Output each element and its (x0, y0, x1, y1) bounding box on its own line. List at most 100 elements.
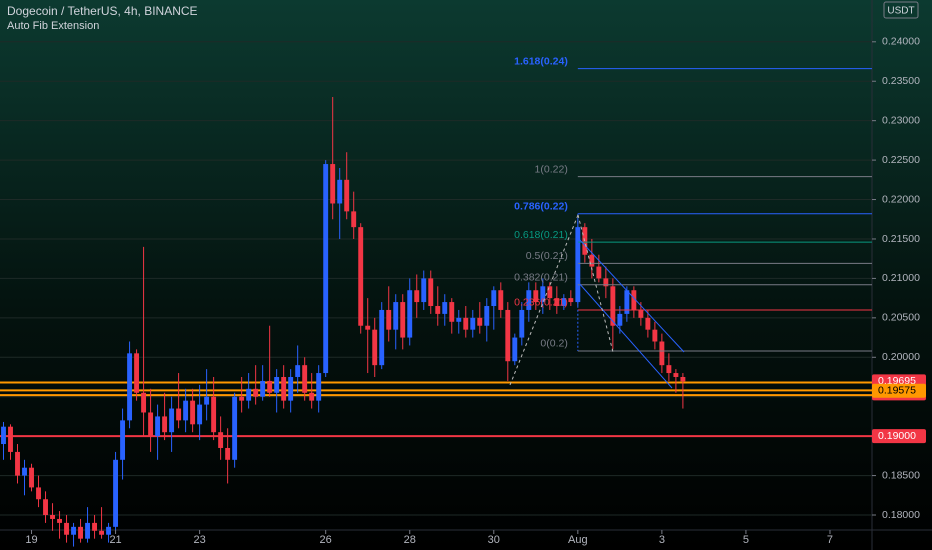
candle-body (344, 179, 350, 212)
x-tick-label: 3 (659, 534, 665, 546)
fib-label: 0.5(0.21) (526, 250, 568, 262)
candle-body (197, 404, 203, 425)
fib-trend-line (509, 214, 579, 386)
candle-body (295, 365, 301, 377)
currency-label: USDT (887, 6, 914, 17)
channel-line (577, 237, 685, 353)
candle-body (134, 353, 140, 393)
candle-body (575, 227, 581, 303)
x-tick-label: 23 (193, 534, 205, 546)
candle-body (505, 309, 511, 362)
y-tick-label: 0.20500 (882, 312, 920, 324)
candle-body (393, 302, 399, 330)
candle-body (267, 380, 273, 393)
candle-body (631, 290, 637, 310)
candle-body (428, 278, 434, 307)
candle-body (106, 526, 112, 535)
candle-body (386, 309, 392, 330)
candle-body (141, 392, 147, 413)
candle-body (617, 313, 623, 326)
candle-body (610, 286, 616, 326)
candle-body (330, 164, 336, 204)
fib-label: 0(0.2) (540, 338, 567, 350)
candle-body (148, 412, 154, 437)
candle-body (15, 451, 20, 476)
candle-body (477, 317, 483, 326)
y-tick-label: 0.20000 (882, 351, 920, 363)
candle-body (449, 302, 455, 322)
x-tick-label: Aug (568, 534, 588, 546)
y-tick-label: 0.22000 (882, 193, 920, 205)
candle-body (92, 522, 98, 531)
fib-label: 0.786(0.22) (514, 201, 568, 213)
fib-label: 0.618(0.21) (514, 229, 568, 241)
candle-body (85, 522, 91, 539)
currency-box[interactable] (883, 1, 919, 19)
price-label: 0.19575 (878, 385, 916, 397)
candle-body (64, 522, 69, 535)
candle-body (484, 306, 490, 326)
y-tick-label: 0.18000 (882, 509, 920, 521)
candle-body (470, 317, 476, 330)
x-tick-label: 7 (827, 534, 833, 546)
candle-body (274, 376, 280, 393)
candle-body (113, 459, 119, 527)
y-tick-label: 0.21500 (882, 233, 920, 245)
candle-body (414, 290, 420, 303)
candle-body (239, 396, 245, 401)
x-tick-label: 19 (25, 534, 37, 546)
candle-body (1, 426, 6, 445)
indicator-name: Auto Fib Extension (7, 20, 99, 32)
candle-body (547, 286, 553, 299)
candle-body (169, 408, 175, 433)
y-tick-label: 0.22500 (882, 154, 920, 166)
candle-body (337, 179, 343, 204)
candle-body (22, 467, 27, 476)
candle-body (316, 373, 322, 401)
candle-body (309, 392, 315, 401)
candle-body (666, 365, 672, 374)
y-tick-label: 0.21000 (882, 272, 920, 284)
y-tick-label: 0.24000 (882, 36, 920, 48)
candle-body (29, 467, 34, 488)
candle-body (568, 298, 574, 303)
y-tick-label: 0.23000 (882, 114, 920, 126)
candle-body (463, 317, 469, 330)
candle-body (36, 487, 41, 500)
candle-body (603, 278, 609, 287)
x-tick-label: 30 (488, 534, 500, 546)
candle-body (218, 432, 224, 448)
candle-body (225, 447, 231, 460)
candle-body (421, 278, 427, 303)
candle-body (127, 353, 133, 421)
candle-body (624, 290, 630, 314)
candle-body (645, 317, 651, 330)
chart-title: Dogecoin / TetherUS, 4h, BINANCE (7, 4, 198, 18)
candle-body (540, 286, 546, 303)
candle-body (190, 400, 196, 425)
candle-body (288, 376, 294, 401)
candle-body (246, 388, 252, 401)
candle-body (659, 341, 665, 366)
candle-body (71, 526, 76, 535)
candle-body (281, 376, 287, 401)
candle-body (358, 227, 364, 326)
candle-body (176, 408, 182, 421)
candle-body (526, 290, 532, 310)
channel-line (577, 281, 673, 389)
price-label: 0.19000 (878, 430, 916, 442)
candle-body (99, 530, 105, 535)
candle-body (638, 309, 644, 318)
candle-body (435, 306, 441, 314)
candle-body (323, 164, 329, 374)
candle-body (232, 396, 238, 460)
fib-label: 1.618(0.24) (514, 55, 568, 67)
x-tick-label: 5 (743, 534, 749, 546)
candle-body (260, 380, 266, 397)
candle-body (120, 420, 126, 460)
candle-body (456, 317, 462, 322)
candle-body (50, 515, 55, 519)
candle-body (302, 365, 308, 393)
candle-body (400, 302, 406, 338)
